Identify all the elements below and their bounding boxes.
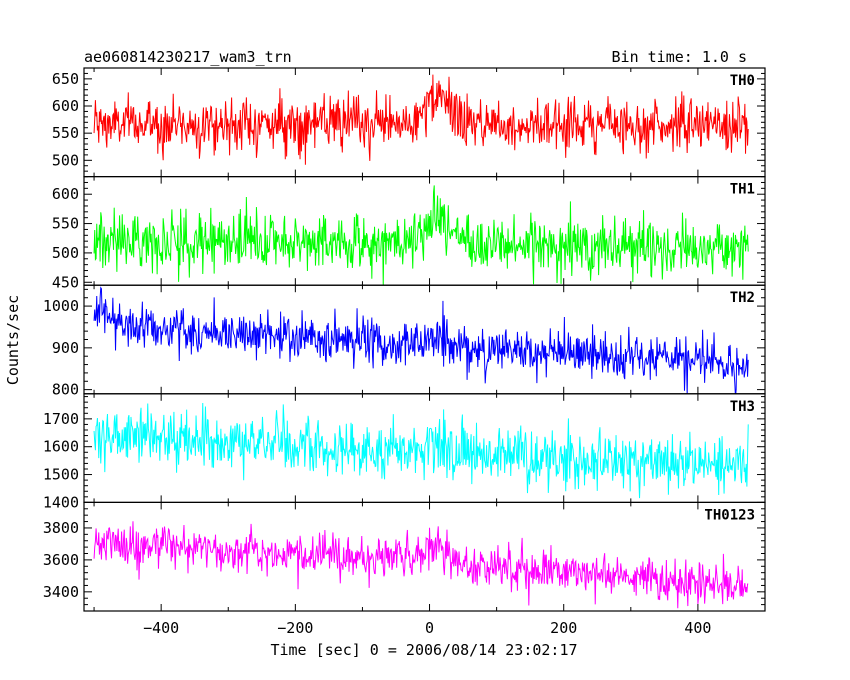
y-tick-label: 600: [52, 97, 79, 115]
panel-name-label: TH2: [730, 290, 755, 306]
y-tick-label: 1400: [43, 493, 79, 511]
y-tick-label: 600: [52, 185, 79, 203]
x-tick-label: 0: [425, 619, 434, 637]
y-tick-label: 1500: [43, 466, 79, 484]
y-axis-title: Counts/sec: [4, 295, 22, 385]
series-th2: [93, 286, 749, 394]
observation-title: ae060814230217_wam3_trn: [84, 48, 292, 66]
panel-frame: [83, 501, 766, 612]
panel-name-label: TH0123: [704, 507, 755, 523]
y-tick-label: 1700: [43, 410, 79, 428]
y-tick-label: 1600: [43, 438, 79, 456]
panel-th3: 1400 1500 1600 1700 TH3: [43, 393, 766, 511]
series-th0: [93, 74, 749, 165]
panel-name-label: TH1: [730, 182, 755, 198]
y-tick-label: 500: [52, 244, 79, 262]
x-tick-label: −400: [143, 619, 179, 637]
y-tick-label: 650: [52, 70, 79, 88]
panel-name-label: TH0: [730, 73, 755, 89]
light-curve-panels: 500 550 600 650 TH0 450 500 550 600 TH1 800 900 1000…: [43, 67, 766, 612]
y-tick-label: 800: [52, 381, 79, 399]
x-tick-label: 200: [550, 619, 577, 637]
y-tick-label: 550: [52, 124, 79, 142]
bin-time-label: Bin time: 1.0 s: [612, 48, 747, 66]
series-th3: [93, 402, 749, 499]
series-th0123: [93, 521, 749, 609]
y-tick-label: 900: [52, 339, 79, 357]
time-axis: −400 −200 0 200 400: [143, 619, 711, 637]
panel-name-label: TH3: [730, 399, 755, 415]
y-tick-label: 3800: [43, 519, 79, 537]
y-tick-label: 3400: [43, 583, 79, 601]
y-tick-label: 1000: [43, 297, 79, 315]
x-tick-label: 400: [684, 619, 711, 637]
y-tick-label: 450: [52, 273, 79, 291]
panel-frame: [83, 67, 766, 178]
panel-th0123: 3400 3600 3800 TH0123: [43, 501, 766, 612]
y-tick-label: 3600: [43, 551, 79, 569]
series-th1: [93, 185, 749, 286]
panel-th0: 500 550 600 650 TH0: [52, 67, 766, 178]
y-tick-label: 500: [52, 151, 79, 169]
panel-th2: 800 900 1000 TH2: [43, 284, 766, 399]
y-tick-label: 550: [52, 215, 79, 233]
x-tick-label: −200: [277, 619, 313, 637]
panel-th1: 450 500 550 600 TH1: [52, 176, 766, 291]
x-axis-title: Time [sec] 0 = 2006/08/14 23:02:17: [270, 641, 577, 659]
